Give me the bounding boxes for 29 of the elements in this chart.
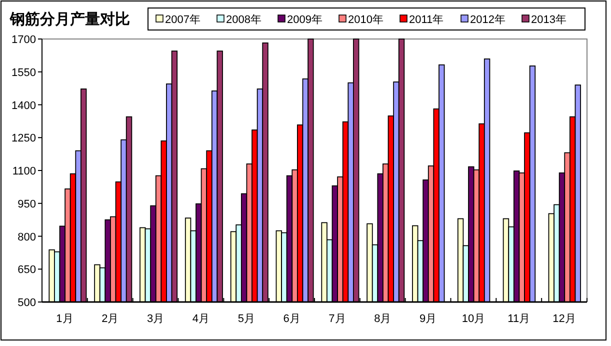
legend-label: 2007年	[165, 14, 200, 26]
x-tick-label: 2月	[102, 313, 119, 325]
legend-label: 2010年	[348, 14, 384, 26]
x-tick-label: 1月	[56, 313, 74, 325]
y-tick-label: 1700	[12, 34, 36, 46]
x-tick-label: 8月	[374, 313, 392, 325]
x-tick-label: 10月	[462, 313, 486, 325]
y-tick-label: 800	[18, 231, 36, 244]
legend-label: 2013年	[531, 14, 566, 26]
y-tick-label: 1550	[12, 66, 36, 79]
title: 钢筋分月产量对比	[10, 11, 130, 28]
legend-label: 2011年	[409, 14, 444, 26]
x-tick-label: 11月	[508, 313, 530, 325]
x-tick-label: 4月	[192, 313, 210, 325]
y-tick-label: 1400	[12, 100, 36, 112]
legend-label: 2012年	[470, 14, 506, 26]
legend-label: 2008年	[226, 14, 262, 26]
x-tick-label: 12月	[552, 313, 576, 325]
legend-label: 2009年	[287, 14, 322, 26]
y-tick-label: 1250	[12, 132, 36, 145]
x-tick-label: 7月	[328, 313, 346, 325]
y-tick-label: 650	[18, 264, 36, 276]
x-tick-label: 6月	[283, 313, 300, 325]
x-tick-label: 3月	[146, 313, 164, 325]
x-tick-label: 9月	[419, 313, 437, 325]
x-tick-label: 5月	[238, 313, 255, 325]
y-tick-label: 1100	[12, 166, 36, 178]
y-tick-label: 500	[18, 297, 36, 309]
y-tick-label: 950	[18, 198, 36, 210]
